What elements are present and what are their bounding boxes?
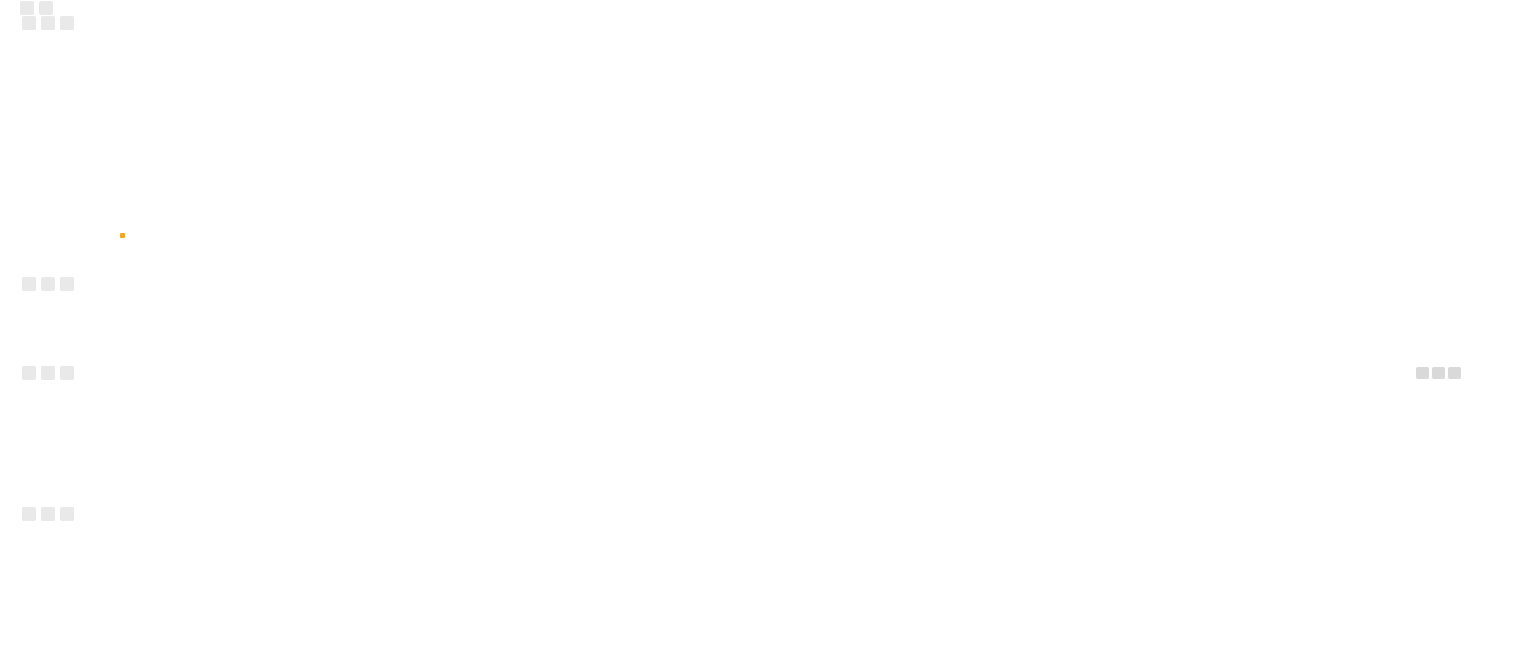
close-icon[interactable] — [60, 16, 74, 30]
stoch-header — [12, 366, 84, 380]
eye-icon[interactable] — [22, 507, 36, 521]
gear-icon[interactable] — [41, 366, 55, 380]
symbol-header — [3, 1, 73, 15]
close-icon[interactable] — [60, 366, 74, 380]
volume-header — [12, 277, 84, 291]
close-icon[interactable] — [60, 277, 74, 291]
close-icon[interactable] — [60, 507, 74, 521]
stoch-pane-controls — [1416, 367, 1461, 379]
macd-header — [12, 507, 89, 521]
resize-pane-icon[interactable] — [1448, 367, 1461, 379]
gear-icon[interactable] — [41, 16, 55, 30]
eye-icon[interactable] — [22, 366, 36, 380]
gear-icon[interactable] — [41, 507, 55, 521]
eye-icon[interactable] — [22, 277, 36, 291]
eye-icon[interactable] — [20, 1, 34, 15]
ma-cross-header — [12, 16, 89, 30]
move-pane-up-icon[interactable] — [1416, 367, 1429, 379]
move-pane-down-icon[interactable] — [1432, 367, 1445, 379]
logo-orange-dot — [120, 233, 125, 238]
eye-icon[interactable] — [22, 16, 36, 30]
gear-icon[interactable] — [41, 277, 55, 291]
gear-icon[interactable] — [39, 1, 53, 15]
